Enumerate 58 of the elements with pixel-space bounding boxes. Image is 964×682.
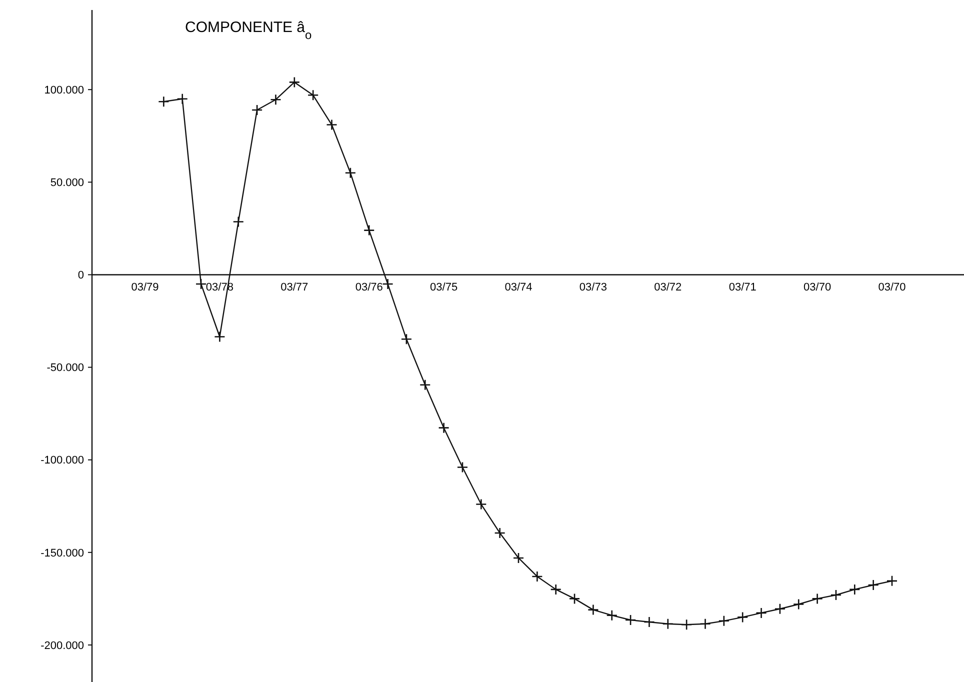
- y-tick-label: -100.000: [40, 454, 84, 467]
- y-tick-label: -50.000: [46, 362, 84, 374]
- y-tick-label: 0: [78, 270, 84, 282]
- point: [270, 94, 282, 106]
- x-tick-label: 03/79: [131, 282, 159, 294]
- point: [382, 278, 394, 290]
- point: [476, 498, 487, 510]
- point: [792, 598, 804, 610]
- point: [456, 462, 468, 473]
- y-tick-label: 100.000: [44, 84, 84, 96]
- point: [512, 552, 524, 564]
- point: [251, 104, 263, 116]
- point: [344, 167, 356, 179]
- point: [438, 422, 450, 434]
- point: [326, 119, 338, 130]
- point: [232, 216, 244, 228]
- y-tick-label: 50.000: [50, 177, 84, 190]
- text: COMPONENTE â$_{o}$: [185, 19, 312, 42]
- point: [550, 584, 562, 596]
- point: [494, 527, 506, 539]
- point: [812, 593, 823, 604]
- point: [756, 607, 767, 619]
- point: [849, 584, 860, 596]
- point: [680, 618, 692, 630]
- point: [214, 331, 226, 342]
- point: [662, 618, 674, 630]
- point: [700, 618, 711, 630]
- point: [400, 334, 412, 345]
- point: [886, 575, 898, 587]
- x-tick-label: 03/74: [504, 282, 532, 294]
- point: [588, 604, 599, 616]
- point: [774, 603, 786, 615]
- point: [736, 612, 748, 623]
- point: [868, 579, 879, 591]
- x-tick-label: 03/73: [579, 282, 607, 294]
- x-tick-label: 03/70: [878, 282, 906, 294]
- point: [363, 224, 375, 236]
- point: [195, 278, 207, 290]
- point: [176, 93, 188, 105]
- point: [419, 379, 431, 391]
- point: [606, 610, 618, 622]
- point: [158, 96, 170, 108]
- x-tick-label: 03/70: [804, 282, 832, 294]
- x-tick-label: 03/72: [654, 282, 682, 294]
- point: [288, 76, 300, 88]
- point: [307, 90, 319, 101]
- y-tick-label: -150.000: [40, 547, 84, 560]
- point: [830, 589, 842, 601]
- x-tick-label: 03/71: [728, 282, 756, 294]
- point: [644, 616, 655, 628]
- x-tick-label: 03/75: [430, 282, 458, 294]
- y-tick-label: -200.000: [40, 640, 84, 652]
- x-tick-label: 03/77: [280, 282, 308, 294]
- x-tick-label: 03/76: [355, 282, 383, 294]
- point: [568, 593, 580, 604]
- point: [718, 615, 730, 627]
- point: [532, 570, 543, 582]
- point: [624, 614, 636, 626]
